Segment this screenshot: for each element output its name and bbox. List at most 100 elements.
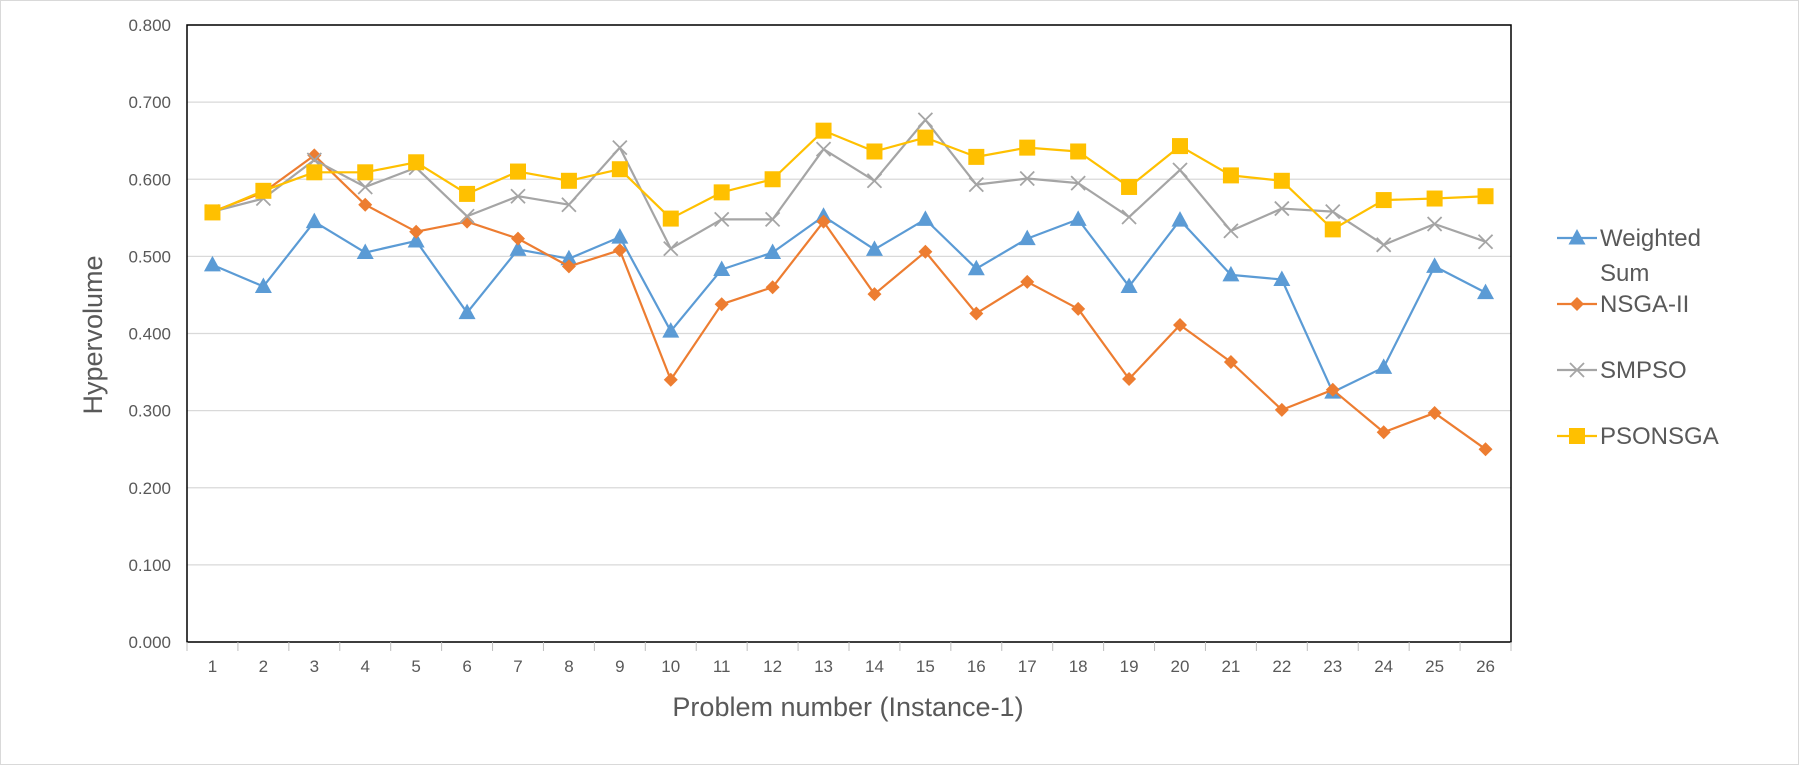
x-tick-label: 8 [564, 657, 573, 676]
data-point-weighted-sum [560, 249, 578, 266]
data-point-psonsga [815, 122, 832, 139]
series-layer [203, 112, 1495, 457]
data-point-nsga-ii [358, 197, 373, 212]
gridlines [187, 24, 1511, 643]
data-point-psonsga [1019, 139, 1036, 156]
x-tick-label: 2 [259, 657, 268, 676]
x-tick-label: 18 [1069, 657, 1088, 676]
x-tick-label: 5 [411, 657, 420, 676]
data-point-nsga-ii [1376, 425, 1391, 440]
series-smpso [204, 112, 1494, 257]
data-point-psonsga [357, 164, 374, 181]
data-point-nsga-ii [663, 372, 678, 387]
series-line-nsga-ii [212, 154, 1487, 451]
x-tick-label: 9 [615, 657, 624, 676]
data-point-nsga-ii [561, 259, 576, 274]
data-point-smpso [1121, 209, 1137, 225]
data-point-nsga-ii [1325, 382, 1340, 397]
data-point-nsga-ii [1122, 372, 1137, 387]
x-tick-label: 6 [462, 657, 471, 676]
data-point-psonsga [917, 129, 934, 146]
data-point-weighted-sum [509, 240, 527, 256]
data-point-weighted-sum [764, 243, 782, 260]
data-point-nsga-ii [1020, 274, 1035, 289]
data-point-psonsga [459, 185, 476, 202]
data-point-smpso [1376, 237, 1392, 253]
legend-label: SMPSO [1600, 357, 1687, 384]
legend-label: Sum [1600, 260, 1649, 287]
data-point-weighted-sum [1477, 283, 1495, 300]
data-point-psonsga [866, 143, 883, 160]
data-point-psonsga [204, 204, 221, 221]
data-point-psonsga [1375, 192, 1392, 209]
legend-item-nsga-ii: NSGA-II [1557, 291, 1689, 318]
data-point-nsga-ii [1274, 402, 1289, 417]
data-point-nsga-ii [1173, 318, 1187, 333]
data-point-smpso [612, 139, 628, 156]
y-tick-label: 0.100 [128, 556, 171, 575]
data-point-psonsga [560, 172, 577, 189]
y-tick-label: 0.400 [128, 325, 171, 344]
x-tick-label: 13 [814, 657, 833, 676]
data-point-smpso [968, 177, 984, 193]
data-point-weighted-sum [916, 210, 934, 226]
data-point-nsga-ii [918, 244, 933, 259]
series-psonsga [204, 122, 1494, 238]
data-point-weighted-sum [1375, 358, 1393, 374]
x-tick-label: 26 [1476, 657, 1495, 676]
data-point-smpso [764, 211, 781, 227]
data-point-smpso [1019, 170, 1035, 187]
data-point-weighted-sum [458, 303, 476, 320]
data-point-smpso [1070, 175, 1086, 191]
x-tick-label: 1 [208, 657, 217, 676]
data-point-weighted-sum [1222, 265, 1240, 282]
data-point-weighted-sum [1018, 229, 1036, 246]
data-point-smpso [917, 112, 934, 128]
data-point-smpso [1172, 162, 1188, 178]
legend: Weighted Sum NSGA-II SMPSO PSONSGA [1557, 225, 1719, 450]
data-point-psonsga [1121, 178, 1138, 195]
data-point-psonsga [255, 182, 272, 199]
data-point-weighted-sum [713, 260, 731, 276]
series-nsga-ii [205, 148, 1493, 457]
data-point-smpso [1325, 204, 1341, 220]
data-point-weighted-sum [662, 322, 680, 338]
legend-item-weighted-sum: Weighted Sum [1557, 225, 1701, 287]
y-tick-label: 0.300 [128, 402, 171, 421]
legend-label: PSONSGA [1600, 423, 1719, 450]
data-point-nsga-ii [409, 224, 424, 239]
data-point-nsga-ii [1478, 442, 1493, 457]
legend-marker [1569, 362, 1585, 378]
data-point-psonsga [968, 148, 985, 165]
data-point-smpso [1274, 200, 1290, 217]
data-point-nsga-ii [612, 243, 627, 258]
data-point-weighted-sum [407, 231, 425, 248]
legend-item-smpso: SMPSO [1557, 357, 1687, 384]
data-point-nsga-ii [307, 148, 322, 163]
x-tick-label: 17 [1018, 657, 1037, 676]
data-point-nsga-ii [1071, 301, 1086, 316]
data-point-smpso [561, 197, 577, 213]
y-tick-label: 0.200 [128, 479, 171, 498]
x-tick-label: 14 [865, 657, 884, 676]
data-point-smpso [1223, 223, 1239, 239]
data-point-weighted-sum [1273, 270, 1291, 287]
legend-marker [1568, 229, 1586, 245]
x-axis-title: Problem number (Instance-1) [672, 692, 1023, 722]
data-point-psonsga [306, 164, 323, 181]
data-point-psonsga [713, 184, 730, 201]
data-point-smpso [1477, 234, 1494, 250]
series-line-smpso [212, 118, 1486, 250]
x-tick-label: 19 [1120, 657, 1139, 676]
legend-item-psonsga: PSONSGA [1557, 423, 1719, 450]
x-tick-label: 25 [1425, 657, 1444, 676]
data-point-psonsga [1324, 221, 1341, 238]
data-point-weighted-sum [611, 228, 629, 244]
data-point-nsga-ii [969, 306, 984, 321]
x-tick-label: 15 [916, 657, 935, 676]
data-point-nsga-ii [1223, 355, 1238, 370]
data-point-psonsga [1070, 143, 1087, 160]
x-tick-label: 21 [1221, 657, 1240, 676]
data-point-weighted-sum [865, 240, 883, 256]
